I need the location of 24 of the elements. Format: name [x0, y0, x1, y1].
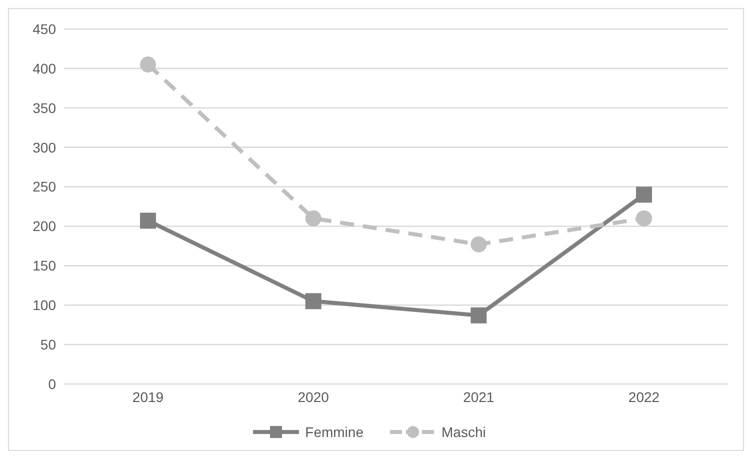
x-tick-label: 2020	[298, 388, 330, 405]
x-tick-label: 2021	[463, 388, 494, 405]
y-tick-label: 100	[32, 297, 56, 314]
point	[305, 293, 322, 310]
point	[140, 212, 156, 229]
y-tick-label: 450	[32, 20, 56, 37]
y-tick-label: 0	[48, 376, 56, 392]
legend-label: Femmine	[304, 424, 364, 440]
legend-label: Maschi	[440, 424, 486, 440]
y-tick-label: 200	[32, 218, 56, 234]
point	[636, 186, 652, 203]
point	[305, 210, 322, 226]
y-tick-label: 150	[32, 258, 56, 274]
y-tick-label: 400	[32, 60, 56, 76]
y-tick-label: 350	[32, 100, 56, 116]
point	[636, 210, 652, 226]
y-tick-label: 250	[32, 178, 56, 195]
x-tick-label: 2019	[132, 388, 164, 405]
point	[140, 56, 156, 72]
point	[470, 236, 487, 252]
x-tick-label: 2022	[628, 388, 660, 405]
point	[470, 307, 487, 324]
y-tick-label: 300	[32, 139, 56, 156]
y-tick-label: 50	[40, 336, 56, 353]
